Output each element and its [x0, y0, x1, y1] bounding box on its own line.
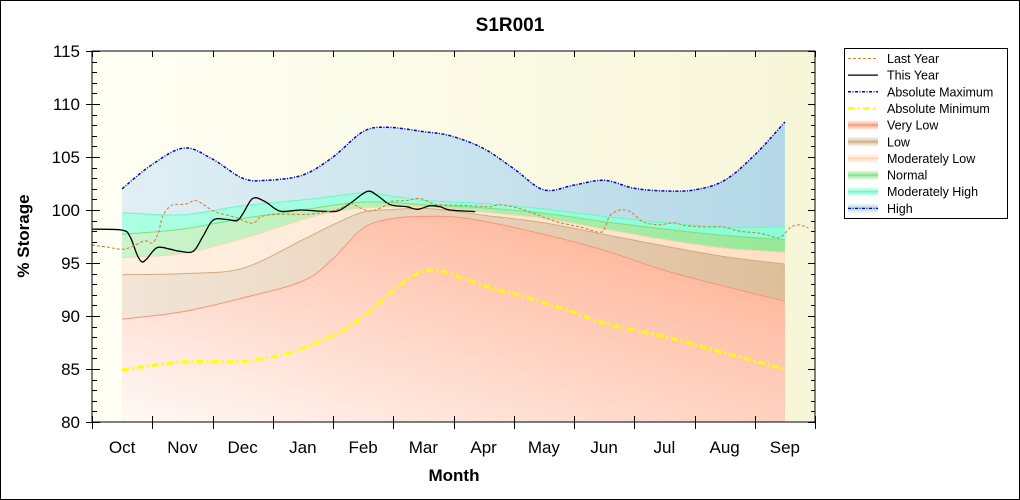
legend-item-moderately-high: Moderately High	[848, 185, 978, 199]
axes: 80 85 90 95 100 105 110 115 Oct Nov Dec Jan Feb Mar Ap…	[52, 42, 816, 457]
legend-label: This Year	[887, 69, 939, 83]
y-tick-label: 90	[61, 307, 80, 326]
y-tick-label: 85	[61, 360, 80, 379]
legend-label: High	[887, 202, 913, 216]
absolute-minimum-line	[121, 268, 786, 372]
x-tick-label: Sep	[770, 438, 800, 457]
y-tick-label: 115	[53, 42, 80, 61]
legend-item-absolute-minimum: Absolute Minimum	[848, 102, 990, 116]
legend-item-very-low: Very Low	[848, 119, 939, 133]
band-edge-very-low	[122, 215, 786, 320]
y-tick-label: 95	[61, 254, 80, 273]
legend-item-high: High	[848, 202, 913, 216]
legend-item-normal: Normal	[848, 169, 927, 183]
legend-item-this-year: This Year	[848, 69, 939, 83]
x-tick-label: Dec	[228, 438, 259, 457]
band-areas	[122, 122, 786, 422]
band-edge-normal	[122, 201, 785, 241]
x-tick-label: Feb	[348, 438, 377, 457]
y-tick-label: 80	[61, 413, 80, 432]
legend-label: Moderately Low	[887, 152, 976, 166]
absolute-maximum-line	[121, 121, 786, 192]
legend-label: Absolute Maximum	[887, 85, 993, 99]
x-tick-label: Jan	[289, 438, 316, 457]
last-year-line	[92, 197, 809, 250]
y-tick-label: 105	[52, 148, 80, 167]
legend-label: Last Year	[887, 52, 939, 66]
band-edge-moderately-high	[122, 192, 785, 228]
legend-item-low: Low	[848, 135, 911, 149]
legend-label: Low	[887, 135, 911, 149]
x-tick-label: Apr	[470, 438, 497, 457]
y-tick-label: 110	[53, 95, 80, 114]
legend-label: Moderately High	[887, 185, 978, 199]
plot-area: 80 85 90 95 100 105 110 115 Oct Nov Dec Jan Feb Mar Ap…	[52, 42, 816, 457]
y-axis-title: % Storage	[14, 194, 33, 277]
this-year-line	[92, 190, 476, 263]
legend-label: Very Low	[887, 119, 939, 133]
band-very-low	[122, 216, 785, 422]
x-tick-label: Jun	[590, 438, 617, 457]
x-tick-label: Nov	[167, 438, 198, 457]
legend-label: Absolute Minimum	[887, 102, 990, 116]
x-tick-label: May	[528, 438, 561, 457]
band-edge-moderately-low	[122, 206, 785, 259]
y-tick-label: 100	[52, 201, 80, 220]
x-tick-label: Mar	[409, 438, 439, 457]
legend-item-absolute-maximum: Absolute Maximum	[848, 85, 993, 99]
chart-title: S1R001	[476, 15, 545, 36]
series-lines	[92, 121, 809, 372]
plot-border	[91, 50, 816, 423]
legend-item-last-year: Last Year	[848, 52, 939, 66]
legend-item-moderately-low: Moderately Low	[848, 152, 976, 166]
x-axis-title: Month	[429, 466, 480, 485]
x-tick-label: Oct	[109, 438, 136, 457]
legend: Last Year This Year Absolute Maximum Absolu…	[844, 48, 1008, 219]
legend-label: Normal	[887, 169, 927, 183]
x-tick-label: Jul	[654, 438, 676, 457]
x-tick-label: Aug	[710, 438, 740, 457]
